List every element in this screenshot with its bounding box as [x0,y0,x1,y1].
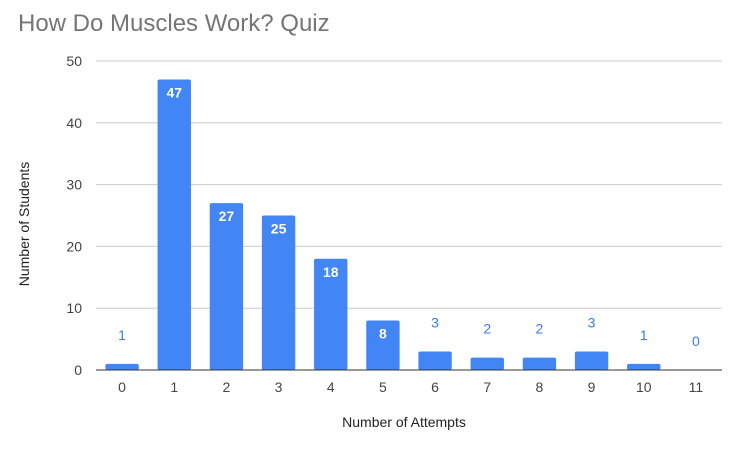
bar [209,203,244,370]
y-tick-label: 50 [66,53,82,69]
x-tick-label: 7 [483,379,491,395]
x-tick-label: 9 [588,379,596,395]
x-tick-label: 2 [223,379,231,395]
y-tick-label: 0 [74,362,82,378]
chart-title: How Do Muscles Work? Quiz [18,10,330,37]
data-label: 3 [588,314,596,330]
data-label: 25 [271,221,287,237]
y-axis-ticks: 0 10 20 30 40 50 [66,53,82,378]
data-label: 18 [323,264,339,280]
bars [105,79,661,370]
x-tick-label: 5 [379,379,387,395]
y-tick-label: 20 [66,238,82,254]
x-tick-label: 10 [636,379,652,395]
bar [522,357,557,370]
bar [314,258,348,370]
data-label: 27 [219,208,235,224]
x-tick-label: 0 [118,379,126,395]
bar [627,363,661,370]
x-axis-ticks: 0 1 2 3 4 5 6 7 8 9 10 11 [118,379,703,395]
data-label: 0 [692,333,700,349]
bar [574,351,609,370]
x-tick-label: 11 [689,379,704,395]
x-tick-label: 1 [170,379,178,395]
x-axis-title: Number of Attempts [342,414,466,430]
data-label: 1 [640,327,648,343]
data-label: 8 [379,326,387,342]
bar [261,215,296,370]
data-label: 2 [483,321,491,337]
bar [418,351,452,370]
x-tick-label: 8 [536,379,544,395]
y-tick-label: 30 [66,177,82,193]
y-axis-title: Number of Students [16,162,32,287]
y-tick-label: 40 [66,115,82,131]
bar [157,79,191,370]
gridlines [96,60,722,309]
data-label: 1 [118,327,126,343]
data-labels: 1 47 27 25 18 8 3 2 2 3 1 0 [118,85,700,349]
bar [366,320,400,370]
x-tick-label: 6 [431,379,439,395]
data-label: 47 [166,85,182,101]
bar [105,363,139,370]
data-label: 3 [431,314,439,330]
data-label: 2 [536,321,544,337]
x-tick-label: 4 [327,379,335,395]
bar [470,357,504,370]
x-tick-label: 3 [275,379,283,395]
y-tick-label: 10 [66,300,82,316]
